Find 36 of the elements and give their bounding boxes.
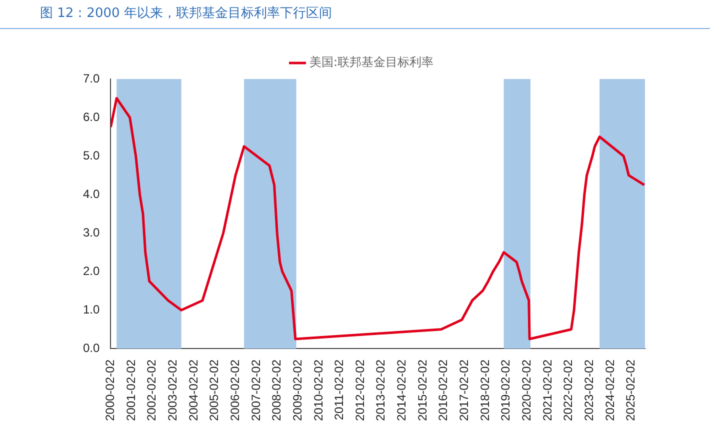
x-tick-label: 2021-02-02	[540, 359, 554, 422]
y-tick-label: 5.0	[82, 148, 100, 162]
y-tick-label: 0.0	[82, 340, 100, 355]
x-tick-label: 2012-02-02	[352, 359, 367, 422]
x-tick-label: 2004-02-02	[186, 359, 200, 422]
x-tick-label: 2015-02-02	[415, 359, 430, 422]
x-tick-label: 2023-02-02	[582, 359, 596, 422]
y-tick-label: 2.0	[82, 264, 100, 278]
x-tick-label: 2009-02-02	[290, 359, 304, 422]
x-tick-label: 2022-02-02	[561, 359, 576, 422]
x-tick-label: 2014-02-02	[394, 359, 409, 422]
y-tick-label: 4.0	[82, 186, 100, 201]
x-tick-label: 2024-02-02	[602, 359, 617, 422]
x-tick-label: 2016-02-02	[436, 359, 450, 422]
x-tick-label: 2002-02-02	[144, 359, 159, 422]
x-tick-label: 2006-02-02	[228, 359, 242, 422]
x-tick-label: 2020-02-02	[519, 359, 534, 422]
x-tick-label: 2007-02-02	[248, 359, 263, 422]
x-tick-label: 2018-02-02	[478, 359, 492, 422]
y-tick-label: 7.0	[82, 71, 100, 86]
y-tick-label: 6.0	[82, 110, 100, 124]
x-tick-label: 2010-02-02	[311, 359, 326, 422]
x-tick-label: 2000-02-02	[102, 359, 117, 422]
x-tick-label: 2005-02-02	[207, 359, 222, 422]
y-tick-label: 1.0	[82, 302, 100, 316]
x-tick-label: 2001-02-02	[124, 359, 138, 422]
x-tick-label: 2017-02-02	[457, 359, 472, 422]
chart-title: 图 12：2000 年以来，联邦基金目标利率下行区间	[0, 0, 710, 29]
x-tick-label: 2008-02-02	[270, 359, 284, 422]
x-tick-label: 2003-02-02	[165, 359, 180, 422]
legend-label: 美国:联邦基金目标利率	[309, 55, 434, 70]
x-tick-label: 2025-02-02	[624, 359, 638, 422]
x-tick-label: 2011-02-02	[332, 359, 346, 420]
x-tick-label: 2019-02-02	[498, 359, 513, 422]
x-tick-label: 2013-02-02	[374, 359, 388, 422]
y-tick-label: 3.0	[82, 225, 100, 240]
